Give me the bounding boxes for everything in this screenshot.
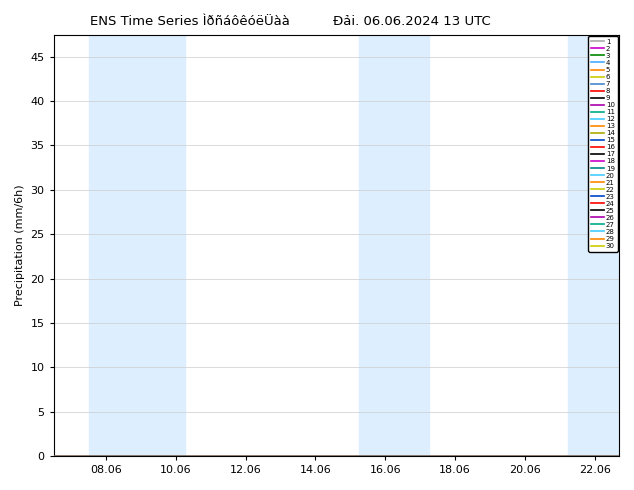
Text: ENS Time Series ÌðñáôêóëÜàà: ENS Time Series ÌðñáôêóëÜàà [90,15,290,28]
Legend: 1, 2, 3, 4, 5, 6, 7, 8, 9, 10, 11, 12, 13, 14, 15, 16, 17, 18, 19, 20, 21, 22, 2: 1, 2, 3, 4, 5, 6, 7, 8, 9, 10, 11, 12, 1… [588,36,618,252]
Y-axis label: Precipitation (mm/6h): Precipitation (mm/6h) [15,184,25,306]
Bar [569,35,619,456]
Text: Đải. 06.06.2024 13 UTC: Đải. 06.06.2024 13 UTC [333,15,491,28]
Bar [89,35,184,456]
Bar [359,35,429,456]
